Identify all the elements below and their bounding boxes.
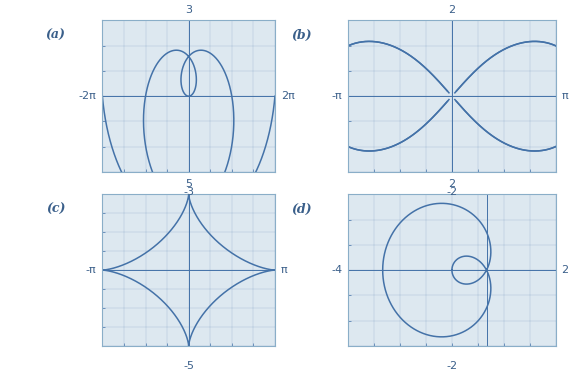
Text: -2: -2 (446, 361, 457, 370)
Text: 2: 2 (562, 265, 569, 275)
Text: (b): (b) (291, 29, 312, 42)
Text: (a): (a) (46, 29, 66, 42)
Text: 2: 2 (448, 179, 456, 189)
Text: 5: 5 (185, 179, 192, 189)
Text: -4: -4 (331, 265, 342, 275)
Text: (d): (d) (291, 203, 312, 216)
Text: -π: -π (86, 265, 97, 275)
Text: -5: -5 (183, 361, 194, 370)
Text: π: π (281, 265, 287, 275)
Text: π: π (562, 91, 568, 101)
Text: 2: 2 (448, 5, 456, 15)
Text: -π: -π (332, 91, 342, 101)
Text: 3: 3 (185, 5, 192, 15)
Text: 2π: 2π (281, 91, 295, 101)
Text: (c): (c) (46, 203, 66, 216)
Text: -2π: -2π (79, 91, 97, 101)
Text: -2: -2 (446, 187, 457, 197)
Text: -3: -3 (183, 187, 194, 197)
